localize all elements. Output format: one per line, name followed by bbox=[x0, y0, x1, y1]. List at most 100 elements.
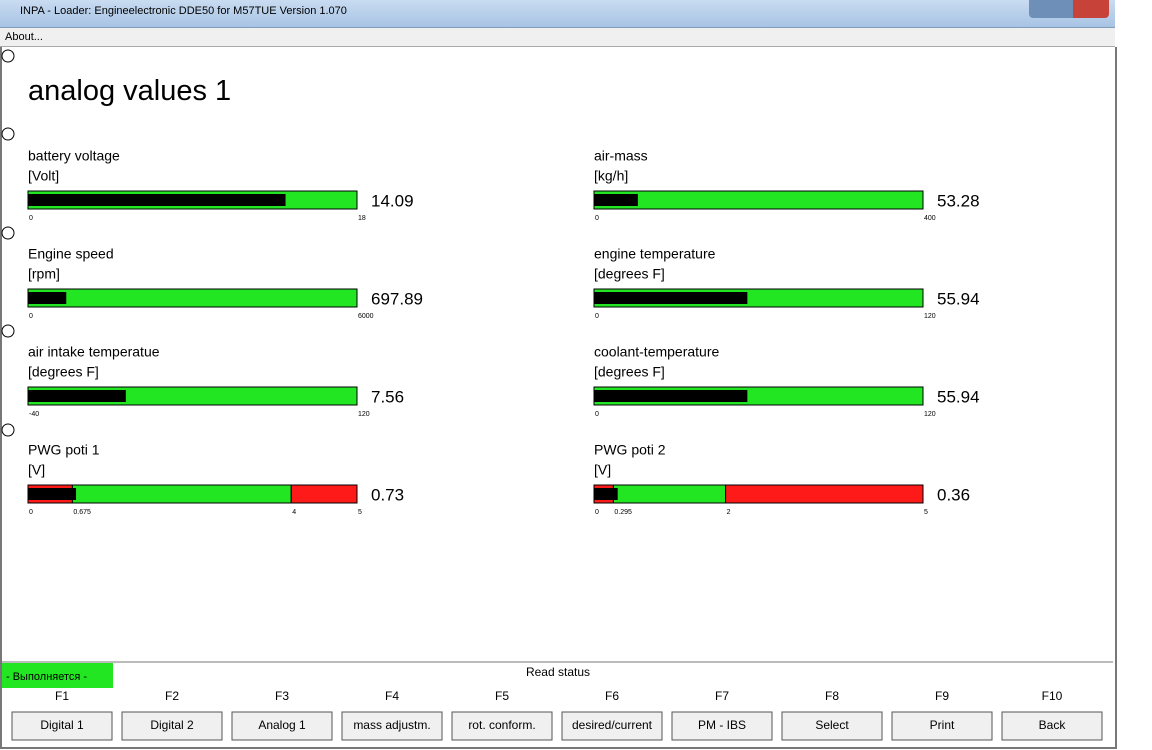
button-label[interactable]: desired/current bbox=[572, 718, 653, 732]
scale-label: 2 bbox=[727, 509, 731, 516]
button-label[interactable]: Analog 1 bbox=[258, 718, 306, 732]
function-button[interactable] bbox=[561, 711, 663, 741]
key-name: F4 bbox=[385, 689, 399, 703]
key-name: F7 bbox=[715, 689, 729, 703]
scale-label: 120 bbox=[924, 411, 936, 418]
scale-label: 400 bbox=[924, 215, 936, 222]
gauge-value-bar bbox=[594, 194, 638, 206]
scale-label: -40 bbox=[29, 411, 39, 418]
zone-ok bbox=[612, 484, 727, 504]
scale-label: 18 bbox=[358, 215, 366, 222]
key-name: F9 bbox=[935, 689, 949, 703]
gauge-label: engine temperature bbox=[594, 246, 716, 262]
gauge-label: coolant-temperature bbox=[594, 344, 720, 360]
page-title: analog values 1 bbox=[28, 75, 231, 107]
status-left: - Выполняется - bbox=[6, 671, 87, 683]
button-label[interactable]: Select bbox=[815, 718, 849, 732]
key-name: F3 bbox=[275, 689, 289, 703]
scale-label: 0 bbox=[595, 215, 599, 222]
gauge-value: 55.94 bbox=[937, 387, 980, 406]
gauge-value-bar bbox=[594, 292, 748, 304]
button-label[interactable]: Digital 2 bbox=[150, 718, 194, 732]
scale-label: 0 bbox=[29, 313, 33, 320]
button-label[interactable]: mass adjustm. bbox=[353, 718, 430, 732]
gauge-bar bbox=[27, 288, 358, 308]
menu-bar: About... bbox=[0, 28, 1115, 47]
gauge-label: PWG poti 1 bbox=[28, 442, 100, 458]
window-title: INPA - Loader: Engineelectronic DDE50 fo… bbox=[20, 5, 347, 17]
title-bar: INPA - Loader: Engineelectronic DDE50 fo… bbox=[0, 0, 1115, 28]
function-button[interactable] bbox=[121, 711, 223, 741]
function-button[interactable] bbox=[341, 711, 443, 741]
zone-high bbox=[290, 484, 358, 504]
status-center: Read status bbox=[526, 665, 590, 679]
gauge-bar bbox=[593, 190, 924, 210]
gauge-value: 53.28 bbox=[937, 191, 980, 210]
gauge-unit: [Volt] bbox=[28, 168, 59, 184]
scale-label: 4 bbox=[292, 509, 296, 516]
gauge-unit: [rpm] bbox=[28, 266, 60, 282]
gauge-value: 697.89 bbox=[371, 289, 423, 308]
gauge-label: air-mass bbox=[594, 148, 648, 164]
status-box bbox=[2, 663, 113, 688]
function-button[interactable] bbox=[891, 711, 993, 741]
gauge-value: 0.73 bbox=[371, 485, 404, 504]
scale-label: 120 bbox=[358, 411, 370, 418]
button-label[interactable]: Back bbox=[1039, 718, 1067, 732]
key-name: F10 bbox=[1042, 689, 1063, 703]
gauge-label: PWG poti 2 bbox=[594, 442, 666, 458]
key-name: F6 bbox=[605, 689, 619, 703]
panel: analog values 1 - Выполняется - Read sta… bbox=[1, 49, 1113, 741]
gauge-unit: [V] bbox=[594, 462, 611, 478]
function-button[interactable] bbox=[1001, 711, 1103, 741]
scale-label: 0.295 bbox=[614, 509, 632, 516]
button-label[interactable]: Digital 1 bbox=[40, 718, 84, 732]
radio-markers bbox=[1, 49, 15, 437]
scale-label: 0 bbox=[595, 509, 599, 516]
scale-label: 6000 bbox=[358, 313, 374, 320]
gauge-value: 0.36 bbox=[937, 485, 970, 504]
function-button[interactable] bbox=[781, 711, 883, 741]
gauge-value-bar bbox=[28, 488, 77, 500]
function-button[interactable] bbox=[451, 711, 553, 741]
function-button[interactable] bbox=[231, 711, 333, 741]
gauge-value: 7.56 bbox=[371, 387, 404, 406]
scale-label: 0 bbox=[595, 313, 599, 320]
scale-label: 0 bbox=[29, 215, 33, 222]
key-name: F1 bbox=[55, 689, 69, 703]
gauge-value-bar bbox=[594, 488, 618, 500]
scale-label: 0.675 bbox=[73, 509, 91, 516]
function-button[interactable] bbox=[11, 711, 113, 741]
gauge-unit: [kg/h] bbox=[594, 168, 628, 184]
gauge-label: Engine speed bbox=[28, 246, 114, 262]
menu-item[interactable]: About... bbox=[5, 31, 43, 43]
gauge-value-bar bbox=[594, 390, 748, 402]
gauge-value-bar bbox=[28, 292, 67, 304]
button-label[interactable]: Print bbox=[930, 718, 955, 732]
zone-ok bbox=[71, 484, 292, 504]
gauge-unit: [V] bbox=[28, 462, 45, 478]
function-button[interactable] bbox=[671, 711, 773, 741]
gauge-value-bar bbox=[28, 194, 286, 206]
key-name: F5 bbox=[495, 689, 509, 703]
gauge-value: 14.09 bbox=[371, 191, 414, 210]
gauge-unit: [degrees F] bbox=[594, 266, 665, 282]
button-label[interactable]: rot. conform. bbox=[468, 718, 535, 732]
content bbox=[0, 47, 1117, 749]
button-label[interactable]: PM - IBS bbox=[698, 718, 746, 732]
scale-label: 5 bbox=[358, 509, 362, 516]
key-name: F2 bbox=[165, 689, 179, 703]
gauge-unit: [degrees F] bbox=[28, 364, 99, 380]
gauge-label: air intake temperatue bbox=[28, 344, 160, 360]
gauge-value-bar bbox=[28, 390, 126, 402]
scale-label: 5 bbox=[924, 509, 928, 516]
gauge-value: 55.94 bbox=[937, 289, 980, 308]
scale-label: 0 bbox=[595, 411, 599, 418]
gauge-unit: [degrees F] bbox=[594, 364, 665, 380]
scale-label: 120 bbox=[924, 313, 936, 320]
key-name: F8 bbox=[825, 689, 839, 703]
zone-high bbox=[725, 484, 924, 504]
gauge-label: battery voltage bbox=[28, 148, 120, 164]
window-controls[interactable] bbox=[1029, 0, 1109, 18]
